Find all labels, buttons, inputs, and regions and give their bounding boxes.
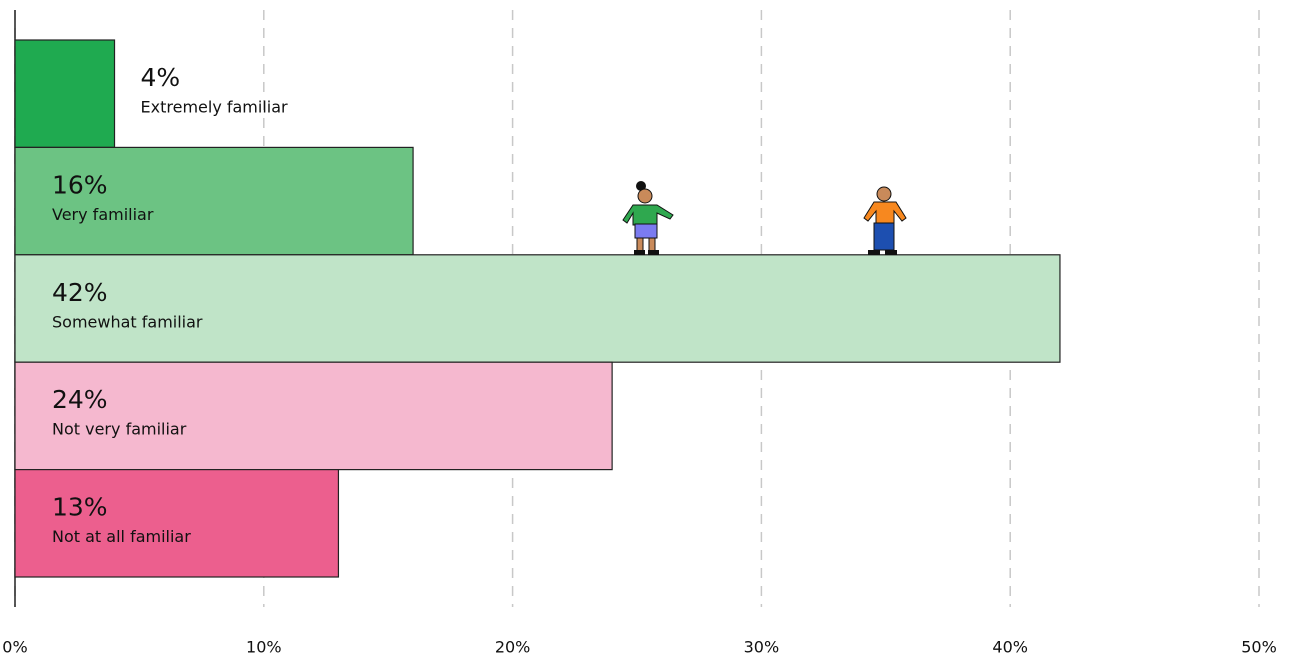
category-label: Somewhat familiar	[52, 312, 203, 331]
category-label: Very familiar	[52, 205, 154, 224]
x-tick-label: 50%	[1241, 638, 1277, 657]
bar	[14, 254, 1061, 363]
bar	[14, 469, 340, 578]
x-tick-label: 20%	[495, 638, 531, 657]
x-tick-label: 10%	[246, 638, 282, 657]
x-tick-label: 30%	[744, 638, 780, 657]
value-label: 13%	[52, 493, 108, 522]
person-woman	[622, 181, 674, 255]
value-label: 24%	[52, 385, 108, 414]
bar	[14, 39, 116, 149]
category-label: Not at all familiar	[52, 527, 191, 546]
value-label: 42%	[52, 278, 108, 307]
person-man	[863, 186, 907, 255]
illustration	[622, 181, 907, 255]
category-label: Not very familiar	[52, 420, 187, 439]
bar	[14, 146, 414, 256]
x-tick-label: 40%	[992, 638, 1028, 657]
x-tick-label: 0%	[2, 638, 27, 657]
value-label: 4%	[141, 63, 181, 92]
bar	[14, 361, 613, 471]
category-label: Extremely familiar	[141, 98, 289, 117]
value-label: 16%	[52, 170, 108, 199]
